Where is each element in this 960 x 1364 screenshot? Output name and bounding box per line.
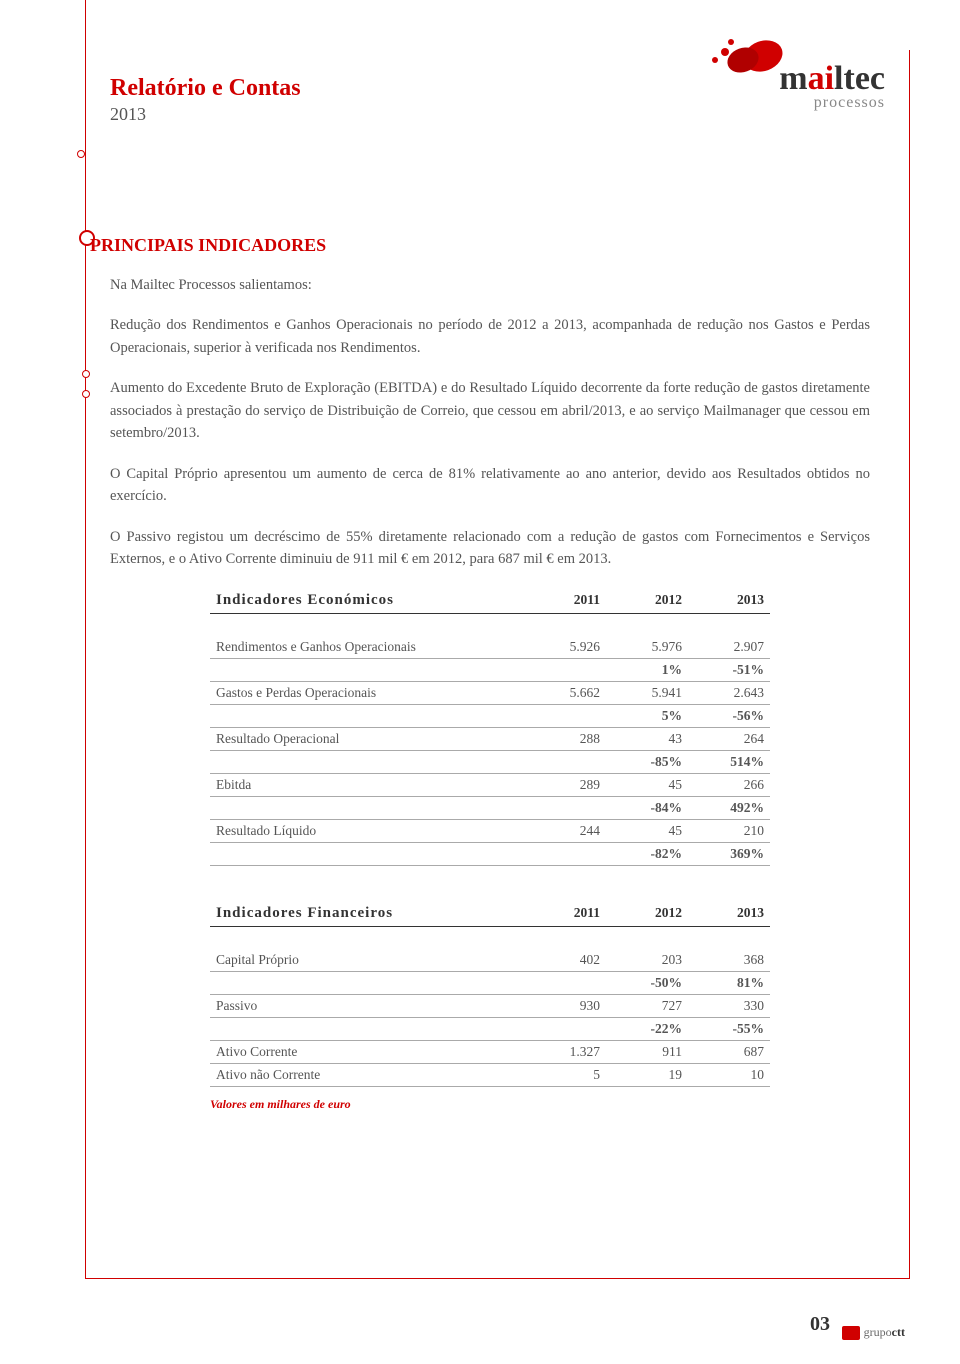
main-content: PRINCIPAIS INDICADORES Na Mailtec Proces… bbox=[110, 235, 870, 1112]
cell-pct: -56% bbox=[688, 704, 770, 727]
cell-value: 5.926 bbox=[524, 636, 606, 659]
row-label: Gastos e Perdas Operacionais bbox=[210, 681, 524, 704]
cell-pct: 5% bbox=[606, 704, 688, 727]
row-label: Ativo Corrente bbox=[210, 1040, 524, 1063]
cell-value: 911 bbox=[606, 1040, 688, 1063]
table-footnote: Valores em milhares de euro bbox=[210, 1097, 870, 1112]
cell-value: 5 bbox=[524, 1063, 606, 1086]
cell-value: 330 bbox=[688, 994, 770, 1017]
cell-value: 368 bbox=[688, 949, 770, 972]
page-header: Relatório e Contas 2013 bbox=[110, 75, 301, 125]
footer-text: grupo bbox=[864, 1325, 892, 1339]
cell-value: 45 bbox=[606, 819, 688, 842]
cell-pct: -22% bbox=[606, 1017, 688, 1040]
cell-pct: -51% bbox=[688, 658, 770, 681]
node-icon bbox=[77, 150, 85, 158]
table-col-header: 2011 bbox=[524, 902, 606, 927]
node-icon bbox=[82, 390, 90, 398]
table-econ: Indicadores Económicos201120122013 Rendim… bbox=[210, 589, 770, 866]
table-title: Indicadores Económicos bbox=[210, 589, 524, 614]
cell-pct: 1% bbox=[606, 658, 688, 681]
cell-pct: -55% bbox=[688, 1017, 770, 1040]
brand-block: mailtec processos bbox=[779, 60, 885, 112]
brand-name-part: ai bbox=[808, 60, 834, 97]
table-col-header: 2012 bbox=[606, 589, 688, 614]
row-label: Passivo bbox=[210, 994, 524, 1017]
footer-flag-icon bbox=[842, 1326, 860, 1340]
paragraph: Aumento do Excedente Bruto de Exploração… bbox=[110, 377, 870, 444]
table-title: Indicadores Financeiros bbox=[210, 902, 524, 927]
cell-pct: -50% bbox=[606, 971, 688, 994]
row-label: Rendimentos e Ganhos Operacionais bbox=[210, 636, 524, 659]
cell-value: 402 bbox=[524, 949, 606, 972]
row-label: Capital Próprio bbox=[210, 949, 524, 972]
brand-name: mailtec bbox=[779, 60, 885, 98]
cell-value: 727 bbox=[606, 994, 688, 1017]
cell-pct: 81% bbox=[688, 971, 770, 994]
cell-value: 203 bbox=[606, 949, 688, 972]
decorative-vertical-line bbox=[85, 0, 86, 1278]
cell-value: 1.327 bbox=[524, 1040, 606, 1063]
cell-value: 45 bbox=[606, 773, 688, 796]
cell-value: 687 bbox=[688, 1040, 770, 1063]
decorative-bottom-line bbox=[85, 1278, 910, 1279]
cell-value: 19 bbox=[606, 1063, 688, 1086]
cell-pct: 492% bbox=[688, 796, 770, 819]
cell-value: 289 bbox=[524, 773, 606, 796]
cell-pct bbox=[524, 971, 606, 994]
table-col-header: 2013 bbox=[688, 589, 770, 614]
cell-value: 5.976 bbox=[606, 636, 688, 659]
cell-value: 288 bbox=[524, 727, 606, 750]
cell-value: 210 bbox=[688, 819, 770, 842]
section-title: PRINCIPAIS INDICADORES bbox=[90, 235, 850, 256]
paragraph: Na Mailtec Processos salientamos: bbox=[110, 274, 870, 296]
cell-pct: -82% bbox=[606, 842, 688, 865]
report-year: 2013 bbox=[110, 104, 301, 125]
table-col-header: 2013 bbox=[688, 902, 770, 927]
footer-logo: grupoctt bbox=[842, 1325, 905, 1340]
brand-logo-icon bbox=[705, 30, 795, 85]
row-label: Resultado Operacional bbox=[210, 727, 524, 750]
cell-value: 5.662 bbox=[524, 681, 606, 704]
cell-pct bbox=[524, 796, 606, 819]
paragraph: Redução dos Rendimentos e Ganhos Operaci… bbox=[110, 314, 870, 359]
node-icon bbox=[82, 370, 90, 378]
cell-pct bbox=[524, 750, 606, 773]
cell-value: 264 bbox=[688, 727, 770, 750]
cell-pct: 514% bbox=[688, 750, 770, 773]
cell-pct bbox=[524, 704, 606, 727]
paragraph: O Capital Próprio apresentou um aumento … bbox=[110, 463, 870, 508]
decorative-right-line bbox=[909, 50, 910, 1278]
table-col-header: 2012 bbox=[606, 902, 688, 927]
table-col-header: 2011 bbox=[524, 589, 606, 614]
cell-pct: -85% bbox=[606, 750, 688, 773]
paragraph: O Passivo registou um decréscimo de 55% … bbox=[110, 526, 870, 571]
brand-name-part: ltec bbox=[834, 60, 885, 97]
row-label: Resultado Líquido bbox=[210, 819, 524, 842]
row-label: Ebitda bbox=[210, 773, 524, 796]
cell-value: 43 bbox=[606, 727, 688, 750]
cell-value: 5.941 bbox=[606, 681, 688, 704]
cell-pct bbox=[524, 658, 606, 681]
cell-value: 2.907 bbox=[688, 636, 770, 659]
cell-pct bbox=[524, 842, 606, 865]
table-fin: Indicadores Financeiros201120122013 Capit… bbox=[210, 902, 770, 1087]
cell-value: 10 bbox=[688, 1063, 770, 1086]
cell-value: 244 bbox=[524, 819, 606, 842]
row-label: Ativo não Corrente bbox=[210, 1063, 524, 1086]
cell-pct: 369% bbox=[688, 842, 770, 865]
page-number: 03 bbox=[810, 1313, 830, 1336]
cell-value: 266 bbox=[688, 773, 770, 796]
cell-pct bbox=[524, 1017, 606, 1040]
cell-value: 2.643 bbox=[688, 681, 770, 704]
footer-text: ctt bbox=[892, 1325, 905, 1339]
cell-pct: -84% bbox=[606, 796, 688, 819]
report-title: Relatório e Contas bbox=[110, 75, 301, 102]
cell-value: 930 bbox=[524, 994, 606, 1017]
